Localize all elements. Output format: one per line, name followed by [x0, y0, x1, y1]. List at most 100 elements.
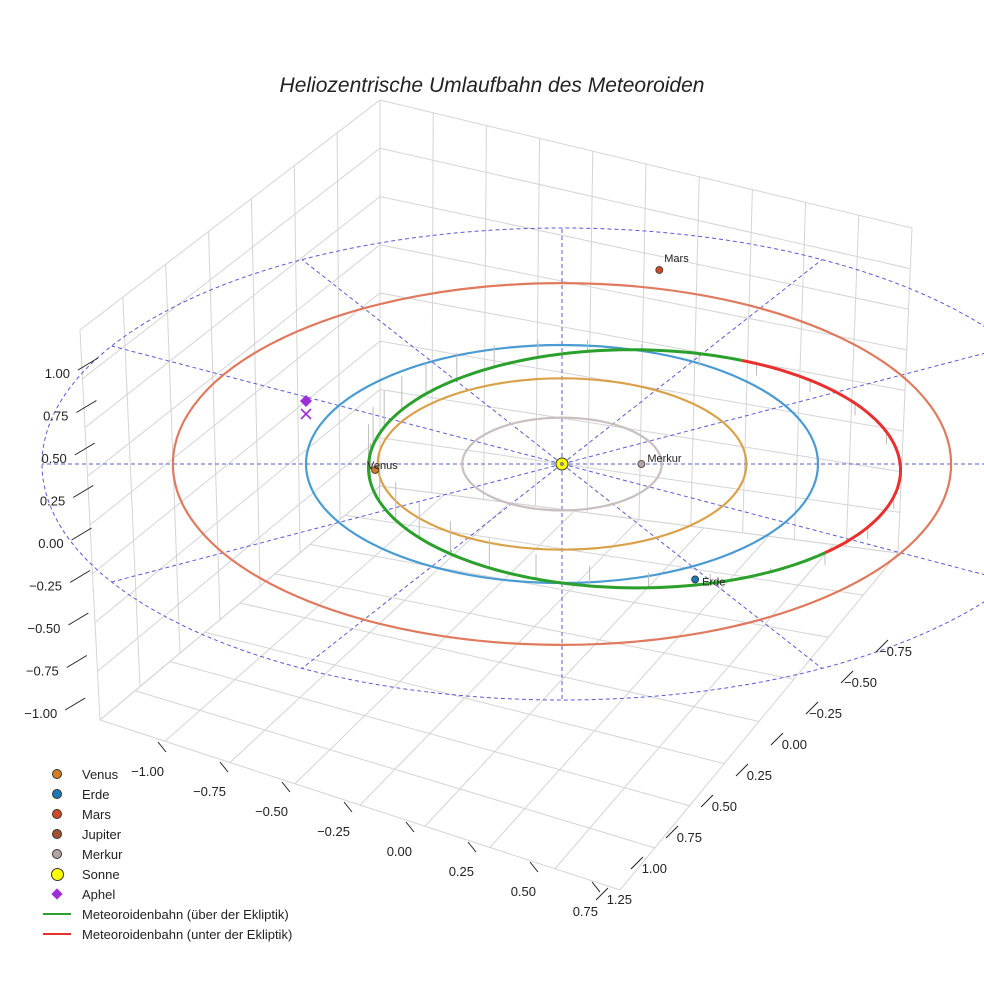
legend-symbol — [40, 864, 74, 884]
grid-line — [359, 519, 640, 806]
z-tick-mark — [77, 357, 99, 371]
grid-line — [79, 99, 381, 331]
ecliptic-radial — [561, 463, 984, 576]
legend-marker — [51, 888, 63, 900]
ecliptic-radial — [111, 463, 563, 583]
x-tick-mark — [529, 861, 539, 873]
z-tick-mark — [72, 485, 94, 498]
z-tick-label: −1.00 — [24, 706, 57, 721]
legend-symbol — [40, 804, 74, 824]
y-tick-label: −0.25 — [809, 706, 842, 721]
planet-label-mars: Mars — [664, 253, 689, 265]
planet-label-venus: Venus — [367, 460, 398, 472]
chart-title: Heliozentrische Umlaufbahn des Meteoroid… — [279, 74, 705, 97]
ecliptic-radial — [111, 345, 563, 465]
grid-line — [379, 147, 911, 270]
ecliptic-radial — [301, 259, 563, 465]
z-tick-label: 0.75 — [43, 409, 68, 424]
legend-marker — [52, 789, 62, 799]
x-tick-label: −1.00 — [131, 764, 164, 779]
legend-label: Aphel — [82, 886, 116, 902]
legend-item[interactable]: Erde — [40, 784, 292, 804]
grid-line — [619, 552, 899, 891]
grid-line — [489, 535, 769, 848]
orbit-merkur — [461, 416, 663, 512]
y-tick-label: −0.50 — [844, 675, 877, 690]
y-tick-mark — [595, 887, 609, 901]
legend-marker — [52, 809, 62, 819]
legend-marker — [52, 829, 62, 839]
z-tick-label: −0.50 — [27, 621, 60, 636]
grid-line — [379, 99, 913, 229]
grid-line — [379, 292, 906, 391]
legend-symbol — [40, 844, 74, 864]
y-tick-mark — [700, 794, 714, 808]
x-tick-label: −0.25 — [317, 824, 350, 839]
legend-item[interactable]: Aphel — [40, 884, 292, 904]
planet-mars — [655, 266, 664, 274]
y-tick-mark — [875, 639, 889, 653]
legend-marker — [52, 769, 62, 779]
y-tick-label: 0.00 — [782, 737, 807, 752]
z-tick-mark — [64, 697, 86, 711]
x-tick-label: 0.75 — [573, 904, 598, 919]
grid-line — [94, 389, 381, 623]
grid-line — [379, 244, 907, 351]
grid-line — [229, 502, 510, 763]
orbit-mars — [171, 282, 953, 646]
aphel-marker — [300, 395, 312, 407]
grid-line — [97, 437, 381, 672]
x-tick-label: −0.50 — [255, 804, 288, 819]
x-tick-mark — [157, 741, 167, 753]
x-tick-mark — [467, 841, 477, 853]
y-tick-label: 0.25 — [747, 768, 772, 783]
ecliptic-radial — [301, 463, 563, 669]
legend: Venus Erde Mars Jupiter Merkur Sonne Aphel Mete… — [40, 764, 292, 944]
z-tick-mark — [74, 442, 96, 456]
legend-label: Venus — [82, 766, 119, 782]
grid-line — [379, 437, 900, 513]
meteoroid-track — [367, 348, 902, 590]
z-tick-label: 0.50 — [41, 451, 66, 466]
legend-symbol — [40, 824, 74, 844]
y-tick-mark — [805, 701, 819, 715]
ecliptic-radial — [561, 463, 823, 669]
legend-item[interactable]: Mars — [40, 804, 292, 824]
legend-marker — [50, 867, 64, 881]
x-tick-mark — [591, 881, 601, 893]
legend-item[interactable]: Venus — [40, 764, 292, 784]
legend-item[interactable]: Meteoroidenbahn (unter der Ekliptik) — [40, 924, 292, 944]
legend-symbol — [40, 764, 74, 784]
legend-label: Meteoroidenbahn (über der Ekliptik) — [82, 906, 289, 922]
legend-item[interactable]: Jupiter — [40, 824, 292, 844]
point-markers: Venus Erde Mars Merkur — [300, 253, 725, 588]
series-below-ecliptic — [741, 359, 902, 555]
legend-symbol — [40, 924, 74, 944]
planet-merkur — [637, 460, 646, 468]
y-tick-mark — [665, 825, 679, 839]
planet-venus — [371, 466, 380, 474]
orbit-venus — [376, 377, 748, 551]
x-tick-label: 0.50 — [511, 884, 536, 899]
grid-line — [294, 510, 575, 785]
x-tick-label: −0.75 — [193, 784, 226, 799]
grid-line — [424, 527, 705, 827]
planet-label-merkur: Merkur — [647, 453, 682, 465]
grid-line — [87, 244, 381, 477]
ecliptic-guides — [41, 227, 984, 701]
z-tick-label: 0.00 — [38, 536, 63, 551]
x-tick-label: 0.00 — [387, 844, 412, 859]
grid-line — [554, 544, 834, 870]
tick-labels: 1.00 0.75 0.50 0.25 0.00 −0.25 −0.50 −0.75 −1.00… — [24, 357, 912, 919]
series-above-ecliptic — [367, 348, 826, 590]
z-tick-mark — [76, 400, 97, 413]
z-tick-label: 1.00 — [45, 366, 70, 381]
y-tick-label: 0.75 — [677, 830, 702, 845]
z-tick-label: −0.75 — [26, 664, 59, 679]
legend-item[interactable]: Merkur — [40, 844, 292, 864]
legend-item[interactable]: Meteoroidenbahn (über der Ekliptik) — [40, 904, 292, 924]
legend-item[interactable]: Sonne — [40, 864, 292, 884]
grid-line — [82, 147, 381, 380]
z-tick-mark — [71, 527, 92, 541]
z-tick-mark — [66, 655, 88, 668]
